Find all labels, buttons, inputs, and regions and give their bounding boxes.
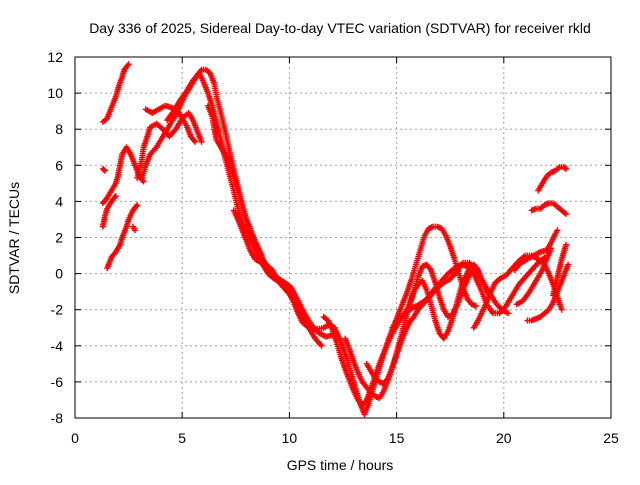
- x-tick-label: 0: [71, 430, 79, 446]
- y-tick-label: 4: [55, 193, 63, 209]
- y-tick-label: -8: [51, 410, 64, 426]
- y-axis-label: SDTVAR / TECUs: [6, 182, 22, 294]
- y-tick-label: -4: [51, 338, 64, 354]
- data-point: [505, 310, 512, 317]
- y-tick-label: 8: [55, 121, 63, 137]
- chart-title: Day 336 of 2025, Sidereal Day-to-day VTE…: [89, 20, 591, 36]
- data-marks: [99, 61, 572, 418]
- y-tick-label: -2: [51, 302, 64, 318]
- x-tick-label: 5: [178, 430, 186, 446]
- data-point: [554, 227, 561, 234]
- data-point: [472, 303, 479, 310]
- y-tick-label: 10: [47, 85, 63, 101]
- x-tick-label: 15: [389, 430, 405, 446]
- y-tick-label: 0: [55, 266, 63, 282]
- data-point: [562, 165, 569, 172]
- axis-ticks: [74, 56, 612, 419]
- data-point: [125, 61, 132, 68]
- data-point: [558, 306, 565, 313]
- data-point: [112, 192, 119, 199]
- data-point: [562, 241, 569, 248]
- y-tick-label: 6: [55, 157, 63, 173]
- data-point: [562, 211, 569, 218]
- grid: [75, 57, 611, 418]
- x-tick-labels: 0 5 10 15 20 25: [71, 430, 619, 446]
- y-tick-label: 2: [55, 230, 63, 246]
- data-point: [102, 167, 109, 174]
- data-point: [565, 261, 572, 268]
- data-point: [132, 227, 139, 234]
- data-point: [100, 166, 107, 173]
- x-tick-label: 20: [496, 430, 512, 446]
- data-point: [192, 138, 199, 145]
- data-point: [561, 165, 568, 172]
- data-point: [318, 342, 325, 349]
- x-tick-label: 25: [603, 430, 619, 446]
- data-point: [547, 245, 554, 252]
- y-tick-labels: -8 -6 -4 -2 0 2 4 6 8 10 12: [47, 49, 63, 426]
- x-axis-label: GPS time / hours: [287, 457, 394, 473]
- x-tick-label: 10: [282, 430, 298, 446]
- data-point: [198, 138, 205, 145]
- data-point: [134, 202, 141, 209]
- y-tick-label: -6: [51, 374, 64, 390]
- y-tick-label: 12: [47, 49, 63, 65]
